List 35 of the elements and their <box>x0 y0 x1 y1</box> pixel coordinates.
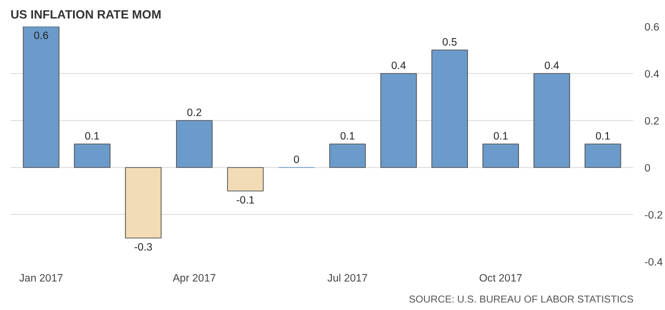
data-label: 0.1 <box>84 130 100 142</box>
y-tick-label: -0.4 <box>644 256 663 268</box>
bar <box>125 167 162 238</box>
bar <box>176 120 213 168</box>
y-tick-label: 0 <box>644 162 650 174</box>
data-label: 0 <box>294 154 300 166</box>
x-tick-label: Jul 2017 <box>327 272 368 284</box>
y-tick-label: -0.2 <box>644 210 663 222</box>
data-label: 0.4 <box>391 60 406 72</box>
data-label: 0.1 <box>340 130 356 142</box>
bar <box>380 73 417 168</box>
bar <box>482 144 519 168</box>
y-tick-label: 0.4 <box>644 68 660 80</box>
bar <box>227 167 264 192</box>
bar <box>329 144 366 168</box>
y-tick-label: 0.2 <box>644 116 660 128</box>
bar <box>74 144 110 168</box>
data-label: 0.5 <box>442 36 458 48</box>
data-label: -0.1 <box>236 194 255 207</box>
chart-title: US INFLATION RATE MOM <box>10 8 162 22</box>
bar <box>22 26 60 168</box>
data-label: 0.1 <box>493 130 508 142</box>
x-tick-label: Oct 2017 <box>479 272 522 284</box>
x-tick-label: Apr 2017 <box>172 272 216 284</box>
bar <box>584 144 622 168</box>
x-tick-label: Jan 2017 <box>19 272 64 284</box>
data-label: 0.2 <box>186 106 202 119</box>
bar <box>534 73 570 168</box>
data-label: 0.4 <box>544 60 560 72</box>
source-note: SOURCE: U.S. BUREAU OF LABOR STATISTICS <box>408 294 634 306</box>
y-tick-label: 0.6 <box>644 22 660 34</box>
data-label: 0.6 <box>34 30 49 42</box>
bar <box>431 50 468 168</box>
data-label: 0.1 <box>595 130 610 142</box>
data-label: -0.3 <box>134 242 153 254</box>
